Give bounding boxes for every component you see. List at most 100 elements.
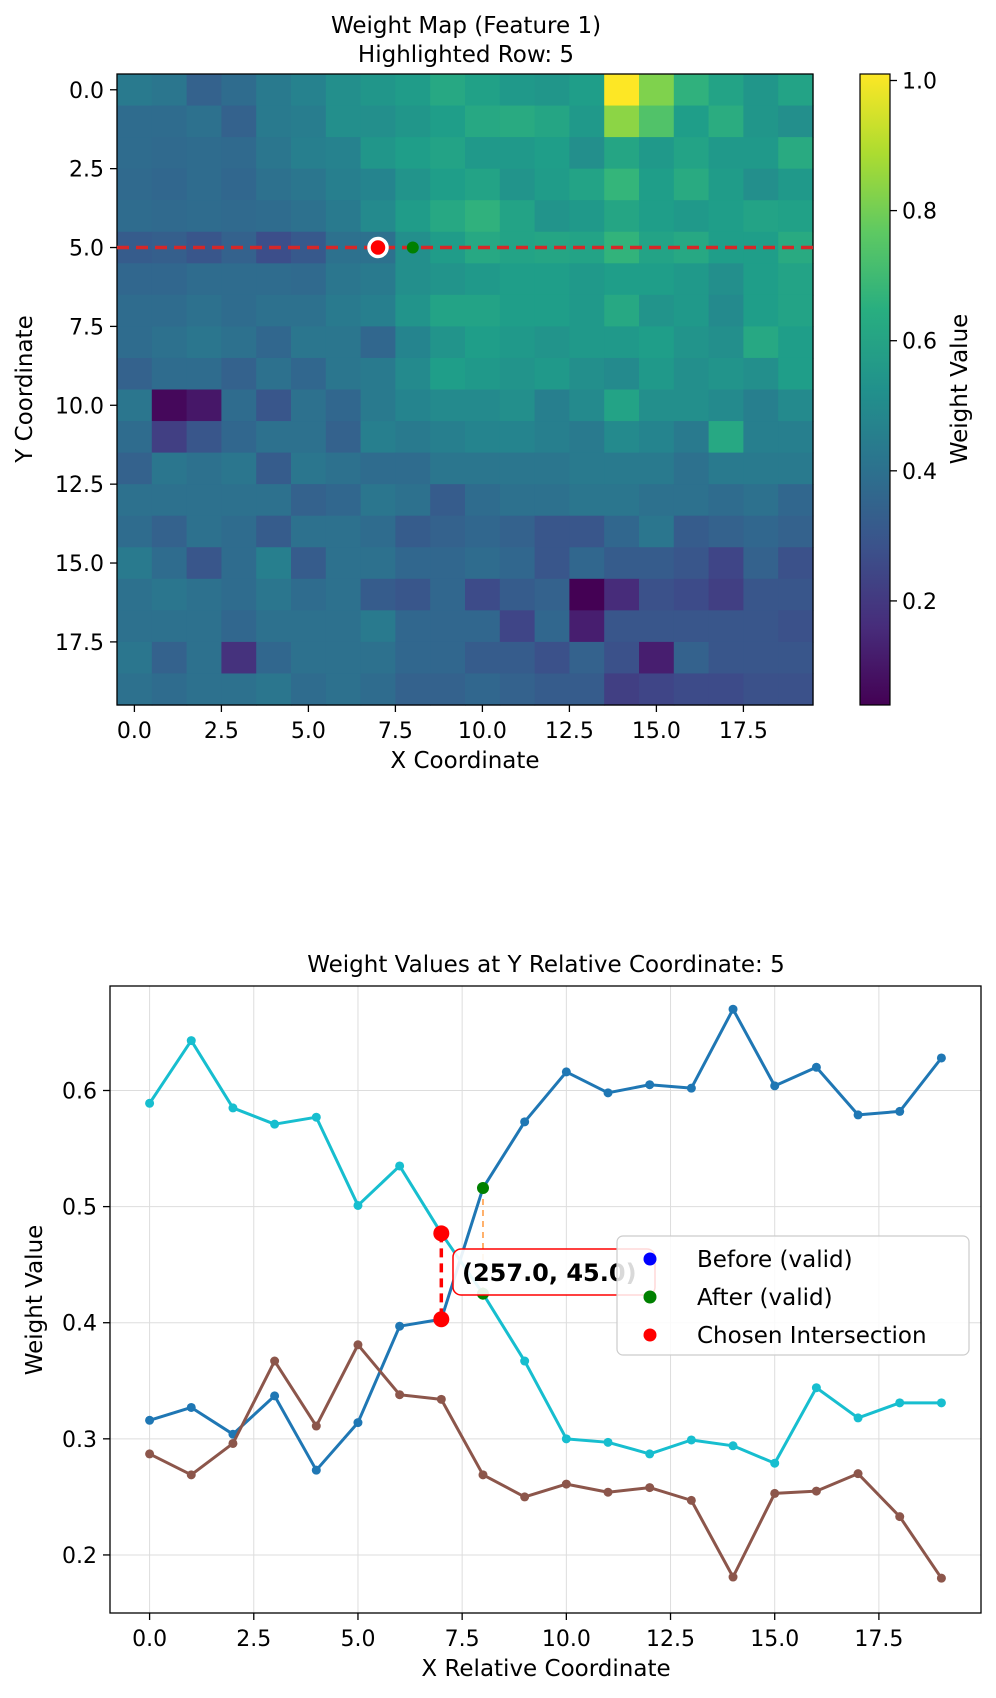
intersection-annotation: (257.0, 45.0) bbox=[452, 1248, 656, 1296]
colorbar-label: Weight Value bbox=[947, 314, 973, 465]
heatmap-x-label: X Coordinate bbox=[390, 748, 539, 774]
heatmap-cell bbox=[395, 294, 431, 327]
heatmap-cell bbox=[604, 200, 640, 233]
series-point-cyan bbox=[353, 1200, 363, 1210]
heatmap-cell bbox=[186, 326, 222, 359]
series-point-blue bbox=[936, 1053, 946, 1063]
heatmap-cell bbox=[360, 326, 396, 359]
series-point-brown bbox=[645, 1483, 655, 1493]
line-chart-x-tick-label: 2.5 bbox=[236, 1627, 271, 1652]
heatmap-cell bbox=[708, 641, 744, 675]
series-point-cyan bbox=[686, 1435, 696, 1445]
heatmap-cell bbox=[117, 452, 153, 485]
heatmap-x-tick-label: 17.5 bbox=[719, 719, 768, 744]
heatmap-cell bbox=[604, 294, 640, 327]
heatmap-cell bbox=[499, 74, 536, 107]
heatmap-cell bbox=[395, 484, 431, 517]
line-chart: Weight Values at Y Relative Coordinate: … bbox=[22, 952, 982, 1682]
heatmap-cell bbox=[604, 547, 640, 580]
heatmap-cell bbox=[778, 673, 814, 706]
heatmap-cell bbox=[639, 357, 675, 391]
heatmap-cell bbox=[743, 610, 779, 643]
heatmap-cell bbox=[291, 673, 327, 706]
heatmap-cell bbox=[430, 168, 466, 201]
heatmap-cell bbox=[465, 168, 501, 201]
heatmap-cell bbox=[604, 610, 640, 643]
heatmap-y-label: Y Coordinate bbox=[12, 315, 38, 463]
heatmap-cell bbox=[534, 673, 570, 706]
series-point-brown bbox=[936, 1573, 946, 1583]
heatmap-cell bbox=[256, 168, 292, 201]
heatmap-x-tick-label: 5.0 bbox=[291, 719, 326, 744]
heatmap-cell bbox=[360, 389, 396, 422]
heatmap-cell bbox=[465, 263, 501, 296]
heatmap-cell bbox=[151, 547, 188, 580]
heatmap-cell bbox=[151, 515, 188, 548]
heatmap-cell bbox=[569, 547, 605, 580]
heatmap-cell bbox=[499, 515, 536, 548]
heatmap-cell bbox=[534, 168, 570, 201]
heatmap-x-tick-label: 15.0 bbox=[632, 719, 681, 744]
heatmap-cell bbox=[256, 294, 292, 327]
heatmap-cell bbox=[569, 515, 605, 548]
series-point-brown bbox=[520, 1492, 530, 1502]
heatmap-cell bbox=[325, 484, 362, 517]
line-chart-y-tick-label: 0.6 bbox=[62, 1080, 97, 1105]
heatmap-cell bbox=[256, 452, 292, 485]
heatmap-cell bbox=[708, 610, 744, 643]
heatmap-y-tick-label: 17.5 bbox=[55, 631, 104, 656]
heatmap-cell bbox=[673, 326, 710, 359]
series-point-brown bbox=[353, 1340, 363, 1350]
series-point-blue bbox=[811, 1062, 821, 1072]
series-point-brown bbox=[561, 1479, 571, 1489]
heatmap-cell bbox=[151, 673, 188, 706]
heatmap-cell bbox=[117, 610, 153, 643]
heatmap-cell bbox=[778, 641, 814, 675]
heatmap-cell bbox=[186, 673, 222, 706]
heatmap-cell bbox=[117, 294, 153, 327]
line-chart-x-label: X Relative Coordinate bbox=[421, 1656, 670, 1682]
heatmap-cell bbox=[639, 641, 675, 675]
heatmap-y-tick-label: 5.0 bbox=[69, 237, 104, 262]
heatmap-x-ticks: 0.0 2.5 5.0 7.5 10.0 12.5 15.0 17.5 bbox=[117, 705, 768, 744]
heatmap-cell bbox=[743, 357, 779, 391]
heatmap-cell bbox=[708, 389, 744, 422]
series-line-brown bbox=[148, 1343, 943, 1580]
heatmap-cell bbox=[569, 673, 605, 706]
heatmap-cell bbox=[465, 326, 501, 359]
heatmap-cell bbox=[499, 641, 536, 675]
heatmap-title: Weight Map (Feature 1) bbox=[331, 13, 601, 39]
heatmap-cell bbox=[673, 610, 710, 643]
after-point bbox=[476, 1182, 489, 1195]
heatmap-cell bbox=[360, 578, 396, 611]
heatmap-cell bbox=[360, 641, 396, 675]
heatmap-cell bbox=[569, 326, 605, 359]
heatmap-cell bbox=[673, 74, 710, 107]
series-point-cyan bbox=[853, 1413, 863, 1423]
series-point-brown bbox=[270, 1356, 280, 1366]
heatmap-cell bbox=[430, 515, 466, 548]
series-point-blue bbox=[853, 1110, 863, 1120]
heatmap-cells bbox=[117, 74, 814, 706]
heatmap-cell bbox=[499, 137, 536, 170]
heatmap-cell bbox=[604, 357, 640, 391]
heatmap-cell bbox=[673, 168, 710, 201]
heatmap-cell bbox=[221, 421, 257, 454]
heatmap-cell bbox=[569, 357, 605, 391]
heatmap-cell bbox=[186, 168, 222, 201]
heatmap-cell bbox=[256, 515, 292, 548]
series-point-brown bbox=[228, 1438, 238, 1448]
heatmap-cell bbox=[430, 641, 466, 675]
heatmap-cell bbox=[708, 200, 744, 233]
heatmap-cell bbox=[395, 168, 431, 201]
heatmap-cell bbox=[534, 105, 570, 138]
heatmap-cell bbox=[499, 326, 536, 359]
colorbar-tick-label: 1.0 bbox=[902, 70, 937, 95]
heatmap-cell bbox=[569, 294, 605, 327]
heatmap-cell bbox=[117, 578, 153, 611]
heatmap-cell bbox=[221, 641, 257, 675]
heatmap-cell bbox=[604, 641, 640, 675]
heatmap-cell bbox=[117, 168, 153, 201]
heatmap-cell bbox=[743, 389, 779, 422]
heatmap-cell bbox=[708, 357, 744, 391]
